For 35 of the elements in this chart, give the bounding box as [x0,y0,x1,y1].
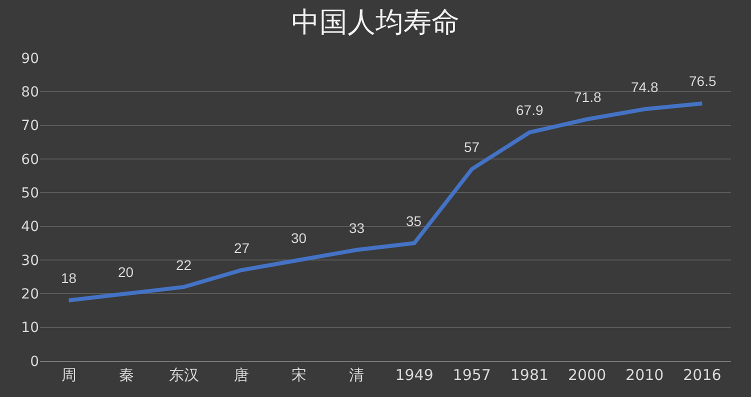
y-tick-label: 30 [21,252,39,269]
x-tick-label: 1949 [395,366,434,384]
data-label: 57 [464,139,480,155]
x-tick-label: 宋 [292,366,307,384]
x-tick-label: 周 [61,366,76,384]
y-tick-label: 0 [30,354,39,370]
y-tick-label: 10 [21,320,39,336]
data-label: 33 [349,220,365,236]
data-label: 20 [118,264,134,280]
data-label: 22 [176,257,192,273]
data-label: 27 [234,240,250,256]
data-label: 67.9 [516,102,544,118]
data-label: 76.5 [689,73,716,89]
x-tick-label: 东汉 [168,366,199,384]
x-tick-label: 唐 [234,366,250,384]
y-tick-label: 80 [21,84,39,101]
data-label: 74.8 [631,79,658,95]
y-tick-label: 90 [21,50,39,67]
x-tick-label: 2016 [683,366,722,384]
y-tick-label: 40 [21,219,39,236]
x-tick-label: 1981 [510,366,549,384]
y-tick-label: 20 [21,286,39,303]
y-tick-label: 60 [21,152,39,168]
chart-title: 中国人均寿命 [292,6,460,39]
data-label: 35 [406,213,422,229]
x-tick-label: 1957 [452,366,491,384]
data-label: 71.8 [574,89,602,105]
y-tick-label: 70 [21,118,39,134]
x-tick-label: 2010 [626,366,664,384]
x-tick-label: 秦 [118,366,134,384]
x-tick-label: 2000 [568,366,606,384]
data-label: 30 [291,230,307,246]
x-tick-label: 清 [349,366,364,384]
data-label: 18 [61,270,77,286]
y-tick-label: 50 [21,186,39,202]
